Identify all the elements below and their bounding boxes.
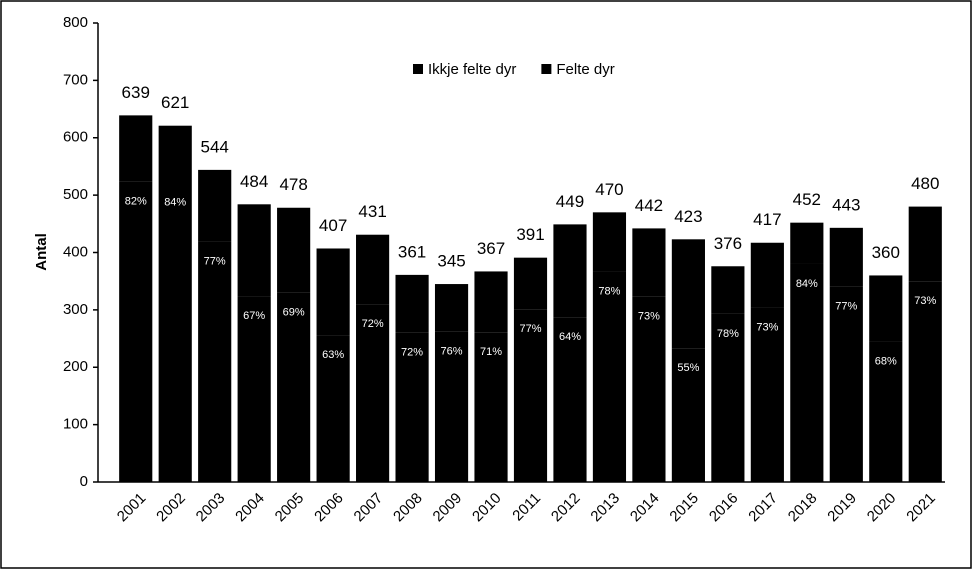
bar-segment — [711, 313, 745, 482]
share-label: 63% — [322, 349, 344, 361]
y-tick-label: 300 — [63, 301, 88, 318]
bar-segment — [790, 263, 824, 482]
bar-segment — [908, 281, 942, 482]
total-label: 449 — [556, 192, 584, 211]
total-label: 376 — [714, 234, 742, 253]
total-label: 361 — [398, 242, 426, 261]
legend-label: Felte dyr — [556, 61, 614, 78]
total-label: 621 — [161, 93, 189, 112]
share-label: 67% — [243, 310, 265, 322]
bar-segment — [158, 125, 192, 183]
bar-segment — [592, 212, 627, 272]
share-label: 77% — [519, 323, 541, 335]
total-label: 391 — [516, 225, 544, 244]
share-label: 82% — [125, 195, 147, 207]
share-label: 64% — [559, 331, 581, 343]
bar-segment — [474, 271, 508, 333]
total-label: 470 — [595, 180, 623, 199]
bar-segment — [434, 284, 469, 332]
share-label: 73% — [756, 321, 778, 333]
y-tick-label: 0 — [80, 473, 88, 490]
share-label: 72% — [362, 318, 384, 330]
y-tick-label: 200 — [63, 358, 88, 375]
total-label: 431 — [358, 202, 386, 221]
bar-segment — [908, 206, 942, 282]
total-label: 345 — [437, 252, 465, 271]
bar-segment — [671, 239, 705, 349]
bar-segment — [237, 296, 271, 482]
bar-segment — [316, 335, 350, 482]
bar-segment — [553, 317, 587, 482]
bar-segment — [474, 332, 508, 482]
total-label: 544 — [201, 137, 229, 156]
bar-segment — [513, 257, 548, 310]
bar-segment — [829, 227, 863, 287]
share-label: 76% — [441, 346, 463, 358]
bar-segment — [671, 348, 705, 482]
bar-segment — [869, 275, 903, 342]
legend-label: Ikkje felte dyr — [428, 61, 516, 78]
bar-segment — [632, 228, 666, 297]
y-tick-label: 500 — [63, 186, 88, 203]
total-label: 360 — [872, 243, 900, 262]
legend-swatch — [541, 64, 552, 74]
total-label: 480 — [911, 174, 939, 193]
total-label: 417 — [753, 210, 781, 229]
y-tick-label: 400 — [63, 243, 88, 260]
total-label: 478 — [279, 175, 307, 194]
total-label: 442 — [635, 196, 663, 215]
y-tick-label: 700 — [63, 71, 88, 88]
bar-segment — [513, 309, 548, 482]
share-label: 78% — [598, 285, 620, 297]
bar-segment — [632, 296, 666, 482]
bar-segment — [829, 286, 863, 482]
bar-segment — [119, 115, 153, 182]
share-label: 72% — [401, 347, 423, 359]
bar-segment — [750, 242, 784, 308]
bar-segment — [395, 274, 429, 333]
share-label: 55% — [677, 362, 699, 374]
bar-segment — [711, 266, 745, 314]
bar-segment — [277, 292, 311, 482]
y-tick-label: 600 — [63, 129, 88, 146]
total-label: 639 — [122, 83, 150, 102]
bar-segment — [198, 241, 232, 482]
total-label: 484 — [240, 172, 268, 191]
bar-segment — [790, 222, 824, 264]
legend-swatch — [413, 64, 423, 74]
y-tick-label: 800 — [63, 14, 88, 31]
bar-segment — [356, 304, 390, 482]
share-label: 84% — [796, 278, 818, 290]
bar-segment — [356, 234, 390, 305]
share-label: 71% — [480, 346, 502, 358]
bar-segment — [592, 271, 627, 482]
bar-segment — [869, 341, 903, 482]
bar-segment — [198, 169, 232, 242]
total-label: 443 — [832, 195, 860, 214]
total-label: 452 — [793, 190, 821, 209]
share-label: 69% — [283, 307, 305, 319]
share-label: 73% — [638, 311, 660, 323]
bar-segment — [237, 204, 271, 297]
total-label: 367 — [477, 239, 505, 258]
bar-segment — [395, 332, 429, 482]
total-label: 423 — [674, 207, 702, 226]
share-label: 84% — [164, 196, 186, 208]
share-label: 68% — [875, 355, 897, 367]
bar-segment — [158, 182, 192, 482]
bar-segment — [316, 248, 350, 336]
y-tick-label: 100 — [63, 416, 88, 433]
bar-segment — [277, 207, 311, 293]
share-label: 77% — [204, 256, 226, 268]
share-label: 77% — [835, 300, 857, 312]
bar-segment — [119, 181, 153, 483]
total-label: 407 — [319, 216, 347, 235]
share-label: 73% — [914, 295, 936, 307]
bar-segment — [750, 307, 784, 482]
share-label: 78% — [717, 328, 739, 340]
y-axis-label: Antal — [33, 233, 50, 271]
bar-segment — [553, 224, 587, 318]
bar-segment — [434, 331, 469, 482]
